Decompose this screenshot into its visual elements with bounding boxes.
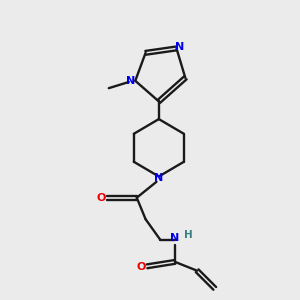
Text: O: O	[136, 262, 146, 272]
Text: N: N	[126, 76, 136, 86]
Text: N: N	[175, 42, 184, 52]
Text: N: N	[170, 233, 180, 243]
Text: H: H	[184, 230, 193, 239]
Text: O: O	[97, 193, 106, 203]
Text: N: N	[154, 173, 164, 183]
